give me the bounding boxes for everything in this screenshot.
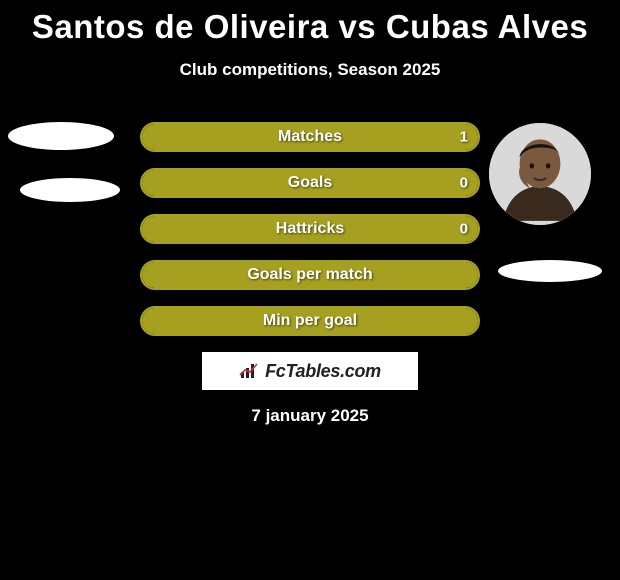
- stat-row: Goals per match: [0, 260, 620, 290]
- page-title: Santos de Oliveira vs Cubas Alves: [0, 0, 620, 46]
- date-label: 7 january 2025: [0, 406, 620, 426]
- bar-chart-icon: [239, 362, 261, 380]
- stat-bar: Hattricks 0: [140, 214, 480, 244]
- stat-value-right: 1: [460, 129, 468, 146]
- stat-label: Min per goal: [263, 312, 357, 330]
- page-subtitle: Club competitions, Season 2025: [0, 60, 620, 80]
- stat-row: Goals 0: [0, 168, 620, 198]
- stat-row: Min per goal: [0, 306, 620, 336]
- stat-row: Hattricks 0: [0, 214, 620, 244]
- stat-value-right: 0: [460, 175, 468, 192]
- stat-bar: Min per goal: [140, 306, 480, 336]
- stat-label: Goals per match: [247, 266, 372, 284]
- stat-label: Matches: [278, 128, 342, 146]
- logo-text: FcTables.com: [265, 361, 381, 382]
- comparison-widget: Santos de Oliveira vs Cubas Alves Club c…: [0, 0, 620, 580]
- stat-fill-right: [310, 170, 478, 196]
- stat-bar: Goals 0: [140, 168, 480, 198]
- logo-inner: FcTables.com: [239, 361, 381, 382]
- stat-label: Hattricks: [276, 220, 344, 238]
- stat-label: Goals: [288, 174, 332, 192]
- stat-row: Matches 1: [0, 122, 620, 152]
- stat-value-right: 0: [460, 221, 468, 238]
- stat-bar: Matches 1: [140, 122, 480, 152]
- stat-fill-left: [142, 170, 310, 196]
- stat-bar: Goals per match: [140, 260, 480, 290]
- stats-area: Matches 1 Goals 0 Hattricks 0 Goals per match M…: [0, 122, 620, 336]
- source-logo: FcTables.com: [202, 352, 418, 390]
